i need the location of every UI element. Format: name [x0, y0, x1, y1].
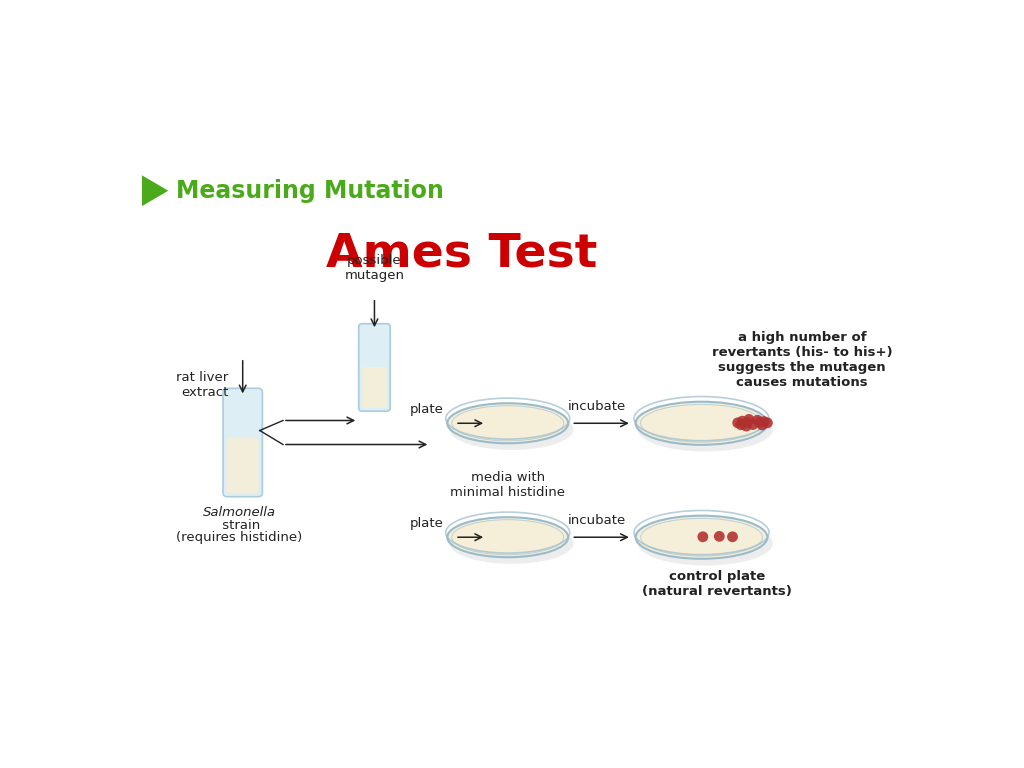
- Ellipse shape: [447, 517, 568, 558]
- Text: plate: plate: [410, 517, 443, 530]
- Circle shape: [714, 531, 725, 541]
- Circle shape: [752, 415, 763, 425]
- Text: control plate
(natural revertants): control plate (natural revertants): [642, 570, 792, 598]
- Ellipse shape: [450, 409, 573, 450]
- Ellipse shape: [636, 515, 767, 559]
- Text: media with
minimal histidine: media with minimal histidine: [451, 471, 565, 499]
- Text: (requires histidine): (requires histidine): [176, 531, 303, 544]
- Ellipse shape: [638, 407, 773, 452]
- Circle shape: [743, 414, 755, 425]
- Ellipse shape: [636, 402, 767, 445]
- Ellipse shape: [452, 520, 563, 554]
- Text: a high number of
revertants (his- to his+)
suggests the mutagen
causes mutations: a high number of revertants (his- to his…: [712, 331, 893, 389]
- Ellipse shape: [452, 406, 563, 441]
- Text: strain: strain: [218, 518, 261, 531]
- Circle shape: [697, 531, 709, 542]
- FancyBboxPatch shape: [358, 323, 390, 411]
- Ellipse shape: [450, 523, 573, 564]
- FancyBboxPatch shape: [226, 438, 259, 493]
- Circle shape: [741, 421, 752, 432]
- FancyBboxPatch shape: [362, 367, 387, 408]
- Ellipse shape: [447, 403, 568, 443]
- Text: incubate: incubate: [567, 514, 626, 527]
- Circle shape: [762, 418, 773, 429]
- Ellipse shape: [641, 405, 763, 442]
- Circle shape: [735, 419, 746, 430]
- Circle shape: [742, 417, 753, 428]
- Circle shape: [737, 415, 748, 426]
- Text: plate: plate: [410, 403, 443, 416]
- Text: possible
mutagen: possible mutagen: [344, 254, 404, 283]
- Ellipse shape: [641, 518, 763, 556]
- FancyBboxPatch shape: [223, 389, 262, 497]
- Circle shape: [759, 416, 769, 427]
- Text: Salmonella: Salmonella: [203, 506, 276, 519]
- Circle shape: [748, 419, 759, 430]
- Circle shape: [757, 419, 768, 430]
- Circle shape: [727, 531, 738, 542]
- Text: Measuring Mutation: Measuring Mutation: [176, 179, 444, 203]
- Polygon shape: [142, 175, 168, 206]
- Ellipse shape: [638, 521, 773, 565]
- Text: Ames Test: Ames Test: [326, 231, 597, 276]
- Text: rat liver
extract: rat liver extract: [176, 371, 228, 399]
- Text: incubate: incubate: [567, 400, 626, 413]
- Circle shape: [732, 418, 743, 429]
- Circle shape: [754, 417, 765, 428]
